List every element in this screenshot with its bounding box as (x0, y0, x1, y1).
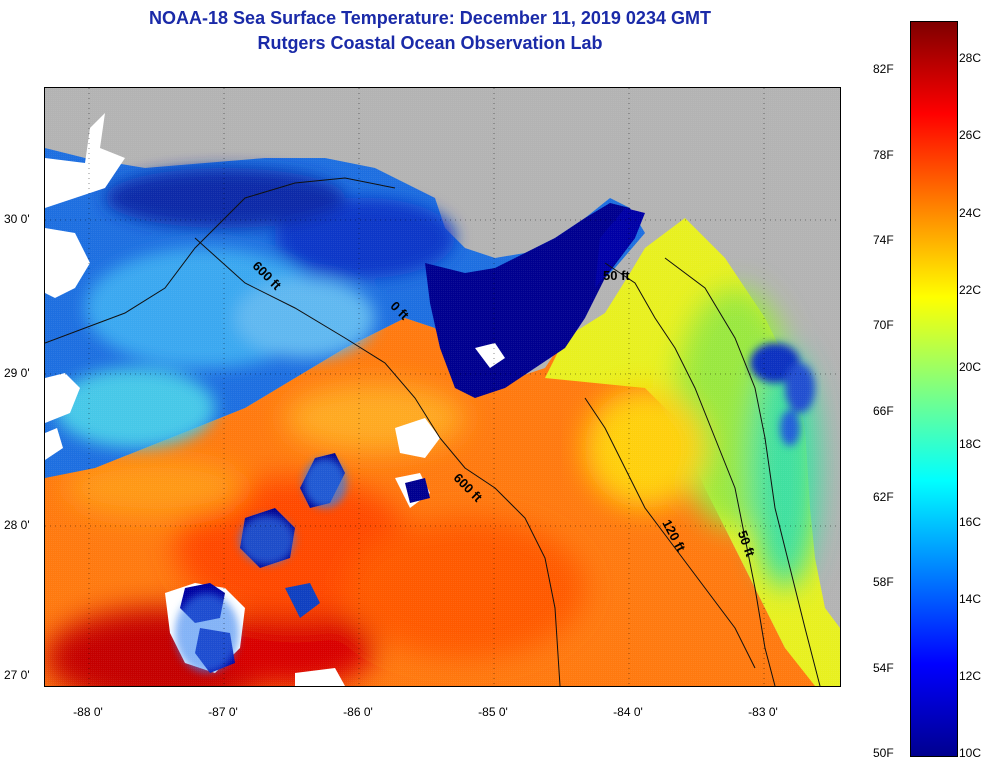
colorbar-label-14c: 14C (959, 592, 982, 606)
lon-label-84: -84 0' (613, 705, 643, 719)
lon-label-87: -87 0' (208, 705, 238, 719)
colorbar-label-58f: 58F (873, 575, 894, 589)
lat-label-28: 28 0' (4, 518, 30, 532)
colorbar-label-62f: 62F (873, 490, 894, 504)
lon-label-85: -85 0' (478, 705, 508, 719)
lat-label-29: 29 0' (4, 366, 30, 380)
colorbar-label-74f: 74F (873, 233, 894, 247)
colorbar-label-10c: 10C (959, 746, 982, 760)
colorbar-label-18c: 18C (959, 437, 982, 451)
colorbar-label-20c: 20C (959, 360, 982, 374)
colorbar-label-82f: 82F (873, 62, 894, 76)
contour-label-50ft-bend: 50 ft (603, 268, 630, 283)
colorbar-label-12c: 12C (959, 669, 982, 683)
sst-map: 600 ft 50 ft 600 ft 120 ft 50 ft 0 ft (44, 87, 841, 687)
colorbar-label-66f: 66F (873, 404, 894, 418)
lon-label-88: -88 0' (73, 705, 103, 719)
colorbar-label-16c: 16C (959, 515, 982, 529)
sst-map-image (45, 88, 840, 686)
colorbar-label-26c: 26C (959, 128, 982, 142)
colorbar-label-28c: 28C (959, 51, 982, 65)
lon-label-83: -83 0' (748, 705, 778, 719)
colorbar-label-70f: 70F (873, 318, 894, 332)
colorbar-label-78f: 78F (873, 148, 894, 162)
lon-label-86: -86 0' (343, 705, 373, 719)
colorbar-label-24c: 24C (959, 206, 982, 220)
map-title: NOAA-18 Sea Surface Temperature: Decembe… (149, 8, 711, 28)
colorbar-label-54f: 54F (873, 661, 894, 675)
temperature-colorbar (910, 21, 958, 757)
lat-label-30: 30 0' (4, 212, 30, 226)
lat-label-27: 27 0' (4, 668, 30, 682)
colorbar-label-50f: 50F (873, 746, 894, 760)
bathymetry-contours (45, 177, 821, 686)
colorbar-label-22c: 22C (959, 283, 982, 297)
map-subtitle: Rutgers Coastal Ocean Observation Lab (257, 33, 603, 53)
